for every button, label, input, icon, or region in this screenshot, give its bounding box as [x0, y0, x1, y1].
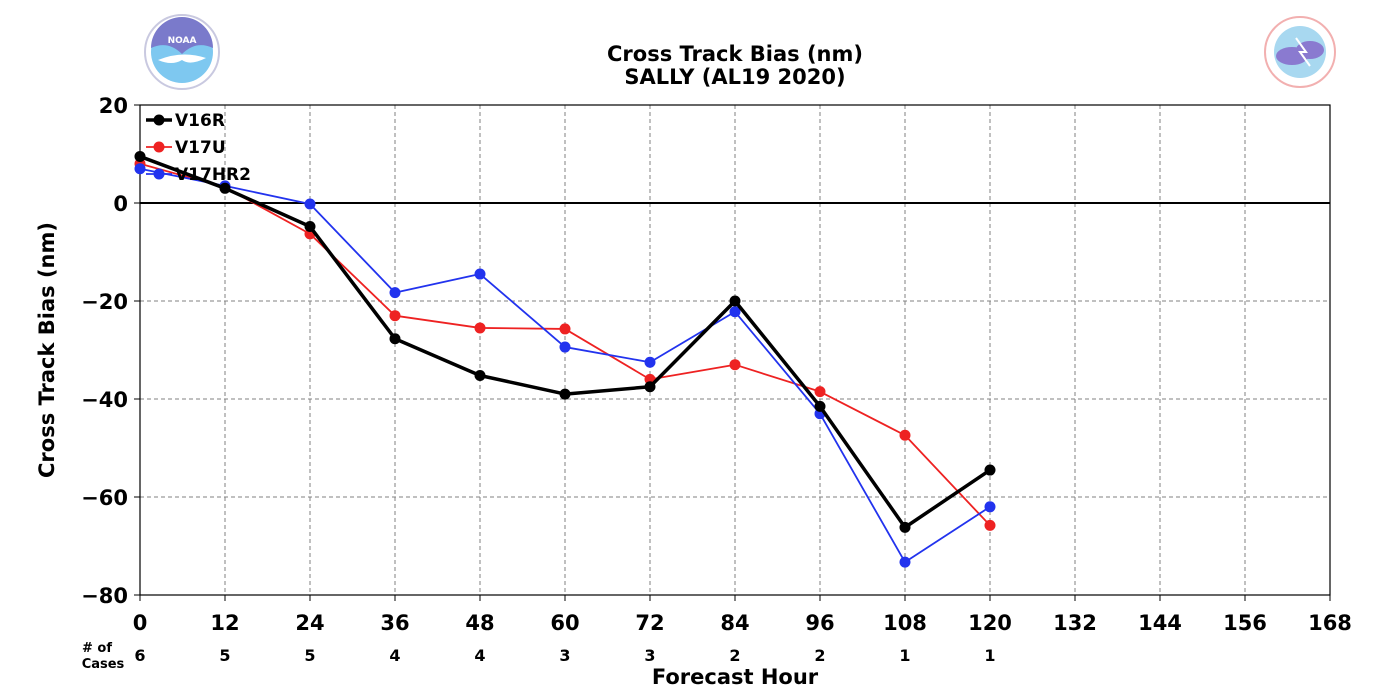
data-point-v16r [899, 521, 911, 533]
grid-layer [140, 105, 1330, 595]
noaa-logo-text: NOAA [168, 36, 197, 46]
x-axis-title: Forecast Hour [652, 665, 819, 689]
x-tick-label: 156 [1223, 611, 1267, 635]
cases-value: 2 [729, 646, 740, 665]
cases-value: 4 [389, 646, 400, 665]
y-tick-label: 0 [113, 192, 128, 216]
data-point-v16r [644, 381, 656, 393]
data-point-v17hr2 [984, 501, 996, 513]
data-point-v17hr2 [389, 287, 401, 299]
data-point-v17u [814, 386, 826, 398]
data-point-v16r [474, 369, 486, 381]
data-point-v17hr2 [644, 356, 656, 368]
data-point-v16r [729, 295, 741, 307]
data-point-v16r [984, 464, 996, 476]
data-point-v16r [559, 388, 571, 400]
cases-label-line1: # of [82, 641, 112, 656]
cases-label-line2: Cases [82, 657, 125, 672]
cases-value: 1 [899, 646, 910, 665]
legend-entry-v16r: V16R [146, 111, 225, 131]
x-axis-ticks: 0 12 24 36 48 60 72 84 96 108 120 132 144 156 168 [133, 595, 1352, 635]
y-tick-label: −20 [81, 290, 128, 314]
x-tick-label: 72 [635, 611, 664, 635]
x-tick-label: 60 [550, 611, 579, 635]
y-axis-title: Cross Track Bias (nm) [35, 222, 59, 478]
data-point-v17u [559, 323, 571, 335]
x-tick-label: 24 [295, 611, 324, 635]
data-point-v17hr2 [474, 268, 486, 280]
data-point-v17u [729, 359, 741, 371]
cases-value: 5 [219, 646, 230, 665]
data-point-v17hr2 [134, 163, 146, 175]
x-tick-label: 144 [1138, 611, 1182, 635]
x-tick-label: 132 [1053, 611, 1097, 635]
y-tick-label: −80 [81, 584, 128, 608]
legend-label: V17HR2 [175, 165, 251, 185]
legend-entry-v17hr2: V17HR2 [146, 165, 251, 185]
x-tick-label: 0 [133, 611, 148, 635]
data-point-v17u [389, 310, 401, 322]
cases-value: 1 [984, 646, 995, 665]
data-point-v17hr2 [559, 341, 571, 353]
chart-title: Cross Track Bias (nm) [607, 42, 863, 66]
x-tick-label: 168 [1308, 611, 1352, 635]
data-point-v16r [304, 221, 316, 233]
legend-swatch-marker [153, 168, 165, 180]
data-point-v16r [134, 150, 146, 162]
cases-value: 6 [134, 646, 145, 665]
x-tick-label: 48 [465, 611, 494, 635]
x-tick-label: 36 [380, 611, 409, 635]
legend-label: V16R [175, 111, 225, 131]
data-point-v17hr2 [899, 556, 911, 568]
cases-value: 4 [474, 646, 485, 665]
data-point-v17hr2 [304, 198, 316, 210]
cases-value: 3 [559, 646, 570, 665]
legend-label: V17U [175, 138, 226, 158]
legend-entry-v17u: V17U [146, 138, 226, 158]
y-tick-label: −60 [81, 486, 128, 510]
y-tick-label: −40 [81, 388, 128, 412]
x-tick-label: 108 [883, 611, 927, 635]
data-point-v16r [219, 182, 231, 194]
y-axis-ticks: 20 0 −20 −40 −60 −80 [81, 94, 140, 608]
x-tick-label: 120 [968, 611, 1012, 635]
series-layer [134, 150, 996, 568]
y-tick-label: 20 [99, 94, 128, 118]
x-tick-label: 84 [720, 611, 749, 635]
data-point-v16r [814, 400, 826, 412]
legend: V16R V17U V17HR2 [146, 111, 251, 185]
cases-value: 3 [644, 646, 655, 665]
data-point-v17u [984, 519, 996, 531]
data-point-v16r [389, 333, 401, 345]
x-tick-label: 12 [210, 611, 239, 635]
cases-value: 2 [814, 646, 825, 665]
noaa-logo-icon: NOAA [144, 14, 220, 90]
legend-swatch-marker [153, 141, 165, 153]
data-point-v17u [899, 429, 911, 441]
data-point-v17u [474, 322, 486, 334]
chart-subtitle: SALLY (AL19 2020) [624, 65, 845, 89]
cases-value: 5 [304, 646, 315, 665]
data-point-v17hr2 [729, 306, 741, 318]
nws-logo-icon [1264, 16, 1336, 88]
cases-row: 6 5 5 4 4 3 3 2 2 1 1 [134, 646, 995, 665]
legend-swatch-marker [153, 114, 165, 126]
series-v16r [134, 150, 996, 533]
x-tick-label: 96 [805, 611, 834, 635]
